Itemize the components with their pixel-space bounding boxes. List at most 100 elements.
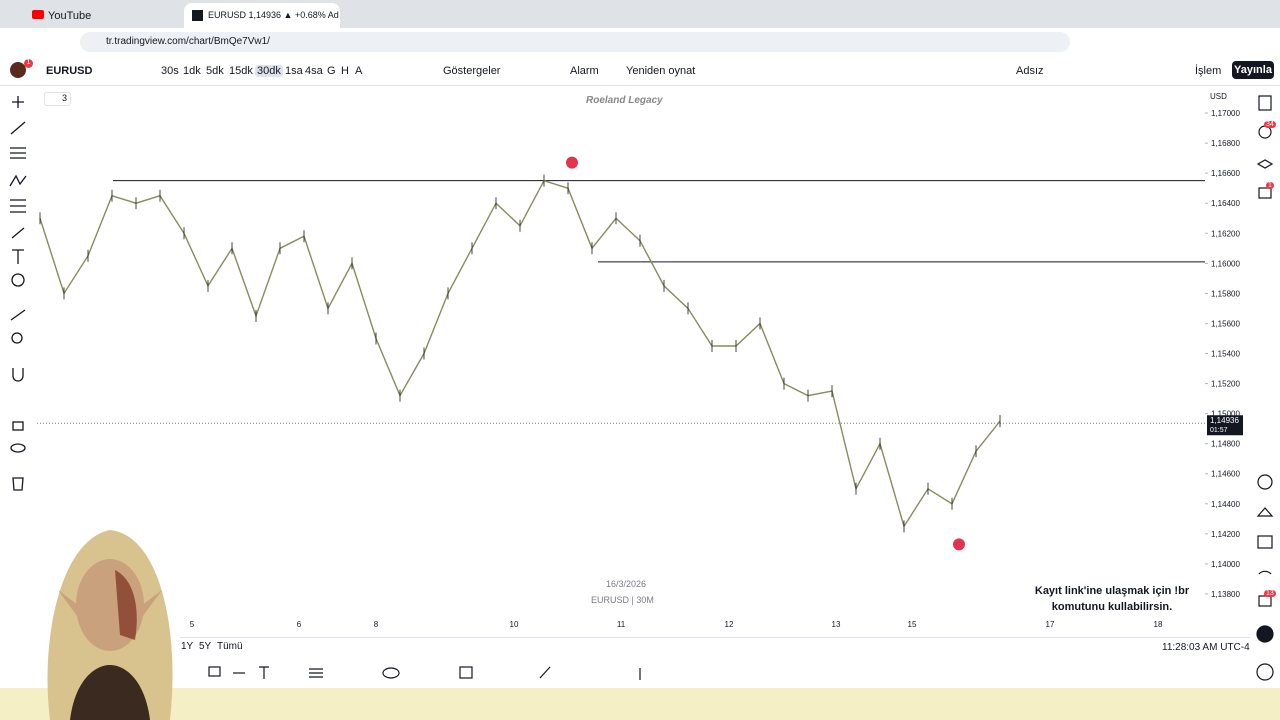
time-label: 13 [832, 620, 841, 629]
current-price-label: 1,14936 [1210, 416, 1239, 425]
tab[interactable]: YouTube [26, 3, 180, 28]
badge: 1 [1266, 182, 1274, 189]
interval-button[interactable]: 5dk [206, 65, 224, 77]
price-tick-label: 1,16200 [1211, 229, 1240, 238]
interval-button[interactable]: 4sa [305, 65, 323, 77]
replay-button[interactable]: Yeniden oynat [626, 65, 696, 77]
trade-button[interactable]: İşlem [1195, 65, 1222, 77]
notifications-button[interactable] [1258, 595, 1272, 607]
target-button[interactable] [1257, 474, 1273, 490]
symbol-watermark: EURUSD | 30M [591, 595, 654, 605]
right-sidebar [1256, 95, 1274, 681]
tab[interactable]: EURUSD 1,14936 ▲ +0.68% Ad [184, 3, 340, 28]
streamer-avatar [47, 530, 173, 720]
publish-button[interactable]: Yayınla [1232, 61, 1274, 79]
tab-title: YouTube [48, 10, 92, 22]
interval-button[interactable]: 1sa [285, 65, 303, 77]
ideas-button[interactable] [1256, 507, 1274, 517]
fib-tool[interactable] [10, 147, 26, 159]
apps-button[interactable] [1256, 625, 1274, 643]
date-label: 16/3/2026 [606, 579, 647, 589]
price-tick-label: 1,15000 [1211, 410, 1240, 419]
lock-tool[interactable] [12, 421, 24, 431]
range-button[interactable]: 1Y [181, 641, 194, 652]
price-tick-label: 1,15400 [1211, 350, 1240, 359]
bottom-bar [180, 637, 1250, 658]
time-label: 12 [725, 620, 734, 629]
hide-tool[interactable] [10, 443, 26, 453]
interval-button[interactable]: 30s [161, 65, 179, 77]
news-button[interactable] [1258, 570, 1272, 575]
time-label: 17 [1046, 620, 1055, 629]
interval-button[interactable]: 1dk [183, 65, 201, 77]
price-tick-label: 1,16000 [1211, 259, 1240, 268]
alarm-button[interactable]: Alarm [570, 65, 599, 77]
drawing-toolbar [208, 666, 641, 680]
pattern-tool[interactable] [9, 174, 27, 187]
symbol[interactable]: EURUSD [46, 65, 93, 77]
tool[interactable] [459, 666, 473, 679]
url: tr.tradingview.com/chart/BmQe7Vw1/ [106, 36, 270, 47]
layers-button[interactable] [1256, 159, 1274, 169]
countdown: 01:57 [1210, 427, 1228, 434]
badge: 34 [1264, 121, 1276, 128]
time-label: 6 [297, 620, 302, 629]
price-tick-label: 1,13800 [1211, 590, 1240, 599]
tool[interactable] [382, 667, 400, 679]
time-label: 11 [617, 620, 626, 629]
projection-tool[interactable] [10, 199, 26, 213]
calendar-button[interactable] [1257, 535, 1273, 549]
tool[interactable] [309, 668, 323, 678]
help-button[interactable] [1256, 663, 1274, 681]
time-label: 8 [374, 620, 379, 629]
currency[interactable]: USD [1210, 92, 1227, 101]
badge: 13 [1264, 590, 1276, 597]
avatar[interactable] [10, 62, 26, 78]
price-tick-label: 1,15200 [1211, 380, 1240, 389]
price-tick-label: 1,17000 [1211, 109, 1240, 118]
text-tool[interactable] [12, 249, 24, 264]
chart-area: 1,17000 1,16800 1,16600 1,16400 1,16200 1,160… [37, 109, 1243, 629]
price-tick-label: 1,15600 [1211, 319, 1240, 328]
price-tick-label: 1,14600 [1211, 470, 1240, 479]
layout-name[interactable]: Adsız [1016, 65, 1044, 77]
tool[interactable] [259, 666, 269, 679]
interval-button[interactable]: 15dk [229, 65, 253, 77]
price-tick-label: 1,16600 [1211, 169, 1240, 178]
interval-button[interactable]: 30dk [255, 65, 283, 77]
range-button[interactable]: 5Y [199, 641, 212, 652]
interval-button[interactable]: A [355, 65, 363, 77]
watermark: Roeland Legacy [586, 95, 663, 106]
zoom-tool[interactable] [11, 332, 23, 344]
interval-button[interactable]: G [327, 65, 336, 77]
badge: 1 [24, 59, 33, 68]
price-marker [566, 156, 578, 169]
delete-tool[interactable] [12, 477, 24, 491]
range-button[interactable]: Tümü [217, 641, 243, 652]
time-label: 15 [908, 620, 917, 629]
crosshair-tool[interactable] [12, 96, 24, 108]
time-label: 5 [190, 620, 195, 629]
top-toolbar [0, 56, 1280, 86]
current-price-box [1207, 415, 1243, 436]
tool[interactable] [208, 666, 221, 677]
price-marker [953, 538, 965, 551]
watchlist-button[interactable] [1258, 95, 1272, 111]
indicators-button[interactable]: Göstergeler [443, 65, 501, 77]
stream-overlay-text: Kayıt link'ine ulaşmak için !br komutunu… [1034, 585, 1190, 613]
footer-strip [0, 688, 1280, 720]
left-toolbar [9, 96, 27, 491]
ruler-tool[interactable] [10, 309, 26, 321]
magnet-tool[interactable] [12, 368, 24, 382]
tab-title: EURUSD 1,14936 ▲ +0.68% Ad [208, 10, 339, 20]
emoji-tool[interactable] [11, 273, 25, 287]
time-label: 18 [1154, 620, 1163, 629]
brush-tool[interactable] [11, 227, 25, 239]
interval-button[interactable]: H [341, 65, 349, 77]
chat-button[interactable] [1258, 187, 1272, 199]
line-tool[interactable] [10, 121, 26, 135]
price-tick-label: 1,14400 [1211, 500, 1240, 509]
tool[interactable] [539, 666, 551, 679]
collapse-button[interactable]: 3 [44, 92, 71, 106]
url-field[interactable]: tr.tradingview.com/chart/BmQe7Vw1/ [80, 32, 1070, 52]
